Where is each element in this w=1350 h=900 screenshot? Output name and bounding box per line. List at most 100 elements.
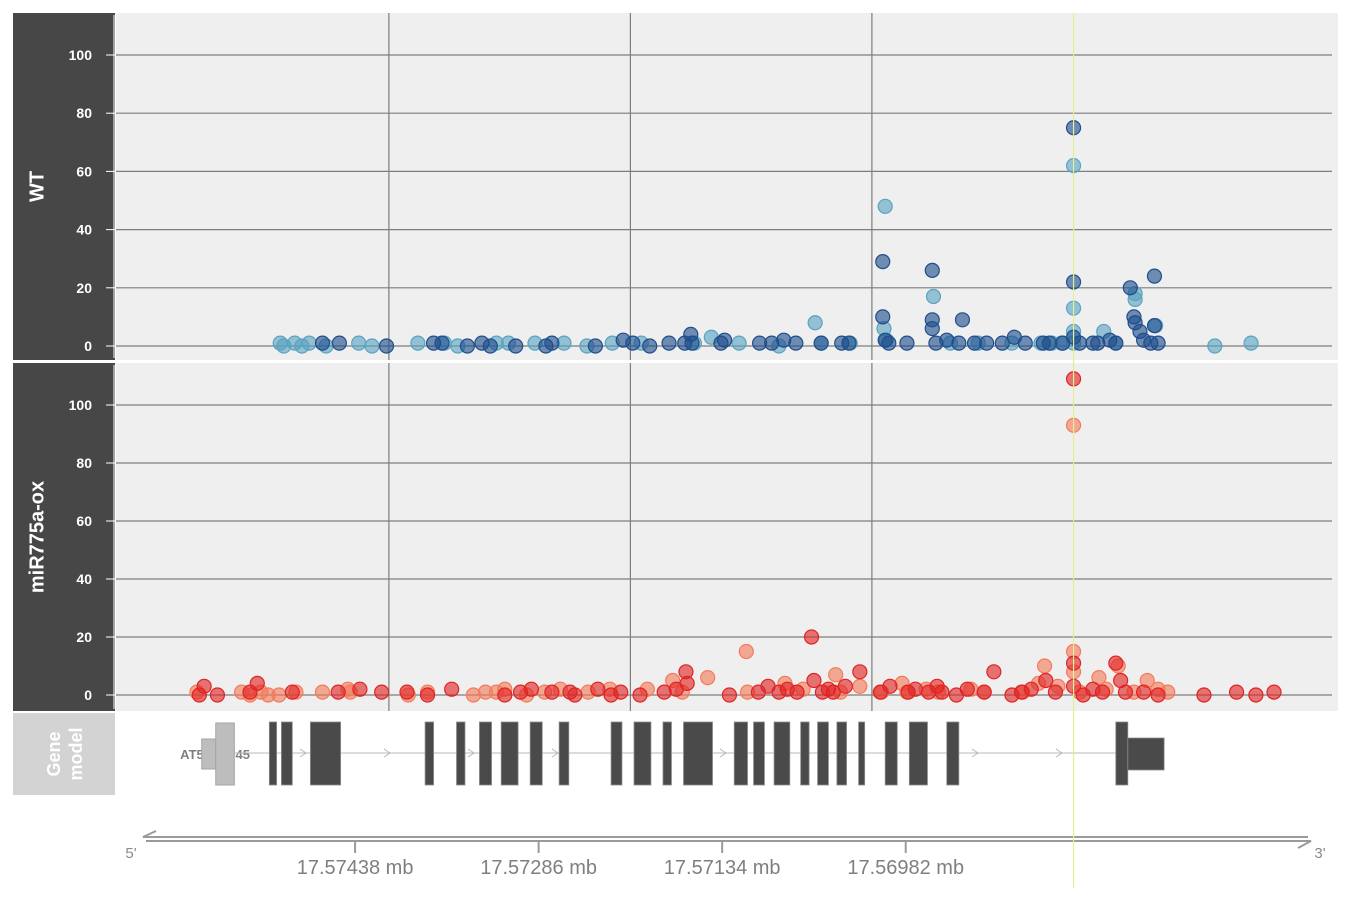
data-point [284, 684, 300, 700]
panel-title: miR775a-ox [26, 481, 48, 593]
utr-3prime [1115, 721, 1129, 786]
data-point [1228, 684, 1245, 700]
direction-arrow [299, 748, 307, 758]
y-tick-label: 40 [76, 222, 92, 238]
exon [558, 721, 570, 786]
data-point [875, 309, 891, 325]
y-tick-label: 20 [76, 280, 92, 296]
data-point [459, 338, 475, 354]
data-point [1094, 684, 1111, 700]
data-point [807, 315, 823, 331]
x-tick-label: 17.57438 mb [297, 857, 414, 879]
data-point [994, 335, 1010, 351]
data-point [875, 254, 891, 270]
direction-arrow [971, 748, 979, 758]
exon [529, 721, 543, 786]
data-point [378, 338, 395, 354]
data-point [1108, 655, 1124, 671]
data-point [351, 335, 367, 351]
data-point [374, 684, 390, 700]
data-point [497, 687, 513, 703]
data-point [907, 681, 923, 697]
exon [479, 721, 492, 786]
data-point [837, 678, 853, 694]
data-point [1036, 658, 1053, 674]
data-point [590, 681, 606, 697]
data-point [1248, 687, 1264, 703]
data-point [399, 684, 415, 700]
exon [800, 721, 810, 786]
data-point [959, 681, 975, 697]
data-point [1108, 335, 1124, 351]
axis-arrow-right [1297, 840, 1312, 849]
data-point [1017, 335, 1033, 351]
direction-arrow [719, 748, 727, 758]
data-point [986, 664, 1002, 680]
series-1 [314, 120, 1166, 354]
y-tick-label: 0 [84, 338, 92, 354]
data-point [632, 687, 648, 703]
data-point [925, 288, 942, 305]
exon [610, 721, 623, 786]
data-point [1207, 338, 1223, 354]
data-point [1266, 684, 1282, 700]
exon [884, 721, 898, 786]
y-tick-label: 60 [76, 163, 92, 179]
data-point [924, 320, 940, 337]
data-point [841, 335, 857, 351]
data-point [587, 338, 603, 354]
exon [773, 721, 791, 786]
data-point [434, 335, 450, 351]
data-point [976, 684, 992, 700]
panel-0: WT 0 20 40 60 80 100 [13, 13, 1338, 360]
genome-axis: 5' 3' 17.57438 mb 17.57286 mb 17.57134 mb 17.… [125, 830, 1326, 879]
data-point [951, 335, 967, 351]
data-point [1150, 687, 1166, 703]
data-point [721, 687, 738, 703]
data-point [789, 684, 805, 700]
data-point [1071, 335, 1088, 351]
exon [753, 721, 765, 786]
exon [500, 721, 519, 786]
data-point [613, 684, 629, 700]
data-point [1047, 684, 1064, 700]
panel-title-strip [13, 363, 115, 711]
axis-end-label: 5' [125, 845, 136, 862]
data-point [661, 335, 677, 351]
data-point [954, 312, 971, 328]
data-point [877, 198, 893, 214]
exon [683, 721, 713, 786]
panel-title: WT [26, 171, 48, 202]
data-point [330, 684, 346, 700]
exon [858, 721, 866, 786]
data-point [899, 335, 915, 351]
y-tick-label: 100 [69, 47, 93, 63]
data-point [1150, 335, 1166, 351]
data-point [1038, 672, 1054, 689]
exon [908, 721, 928, 786]
data-point [567, 687, 583, 703]
data-point [828, 667, 844, 683]
data-point [679, 675, 695, 692]
data-point [314, 335, 331, 351]
data-point [314, 684, 331, 700]
direction-arrow [383, 748, 391, 758]
data-point [482, 338, 498, 354]
data-point [852, 678, 868, 694]
axis-end-label: 3' [1314, 845, 1325, 862]
gene-track-title: Gene model [44, 727, 86, 780]
data-point [852, 664, 868, 680]
data-point [825, 684, 841, 700]
data-point [882, 678, 898, 694]
data-point [544, 335, 560, 351]
data-point [731, 335, 747, 351]
data-panels: WT 0 20 40 60 80 100 miR775a-ox 0 20 40 60 80 100 [13, 13, 1338, 711]
exon [662, 721, 672, 786]
data-point [716, 332, 733, 348]
gene-track-title-strip [13, 713, 115, 795]
y-tick-label: 100 [69, 397, 93, 413]
data-point [301, 335, 317, 351]
data-point [1122, 280, 1138, 296]
data-point [249, 675, 265, 692]
